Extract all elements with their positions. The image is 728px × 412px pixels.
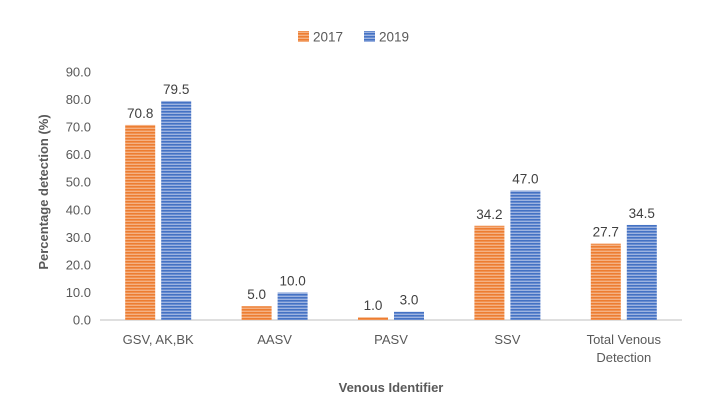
y-tick-label: 50.0 [66, 175, 91, 190]
bar-2017-0 [125, 124, 156, 320]
legend-swatch-2017 [298, 31, 309, 42]
x-tick-label: AASV [257, 332, 292, 347]
bar-2017-4 [590, 243, 621, 320]
data-label-2017-0: 70.8 [127, 106, 153, 121]
data-label-2019-3: 47.0 [512, 171, 538, 186]
y-tick-label: 60.0 [66, 147, 91, 162]
x-tick-label: SSV [494, 332, 520, 347]
legend: 2017 2019 [298, 30, 409, 45]
data-labels: 70.8 5.0 1.0 34.2 27.7 79.5 10.0 3.0 47.0 34.5 [127, 82, 655, 313]
data-label-2019-1: 10.0 [279, 273, 305, 288]
x-axis-title: Venous Identifier [339, 380, 444, 395]
y-tick-label: 20.0 [66, 257, 91, 272]
bar-2019-3 [510, 190, 541, 320]
legend-label-2017: 2017 [313, 30, 343, 45]
x-tick-label: Detection [596, 350, 651, 365]
x-tick-label: Total Venous [587, 332, 662, 347]
y-tick-label: 40.0 [66, 202, 91, 217]
y-axis-title: Percentage detection (%) [36, 114, 51, 269]
data-label-2017-2: 1.0 [364, 298, 383, 313]
data-label-2017-3: 34.2 [476, 207, 502, 222]
y-tick-label: 90.0 [66, 65, 91, 80]
bar-2017-3 [474, 225, 505, 320]
y-tick-label: 80.0 [66, 92, 91, 107]
bar-2019-1 [277, 292, 308, 320]
bar-2019-2 [394, 311, 424, 320]
legend-label-2019: 2019 [379, 30, 409, 45]
y-tick-label: 70.0 [66, 120, 91, 135]
data-label-2019-0: 79.5 [163, 82, 189, 97]
bar-2019-0 [161, 100, 192, 320]
data-label-2017-1: 5.0 [247, 287, 266, 302]
y-axis: 0.0 10.0 20.0 30.0 40.0 50.0 60.0 70.0 80.0 90.0 [66, 65, 91, 328]
y-tick-label: 10.0 [66, 285, 91, 300]
data-label-2017-4: 27.7 [593, 225, 619, 240]
legend-swatch-2019 [364, 31, 375, 42]
bars [125, 100, 657, 320]
bar-2017-1 [241, 306, 272, 320]
y-tick-label: 0.0 [73, 313, 91, 328]
y-tick-label: 30.0 [66, 230, 91, 245]
bar-2017-2 [358, 317, 388, 320]
data-label-2019-4: 34.5 [629, 206, 655, 221]
data-label-2019-2: 3.0 [400, 293, 419, 308]
x-tick-label: GSV, AK,BK [123, 332, 194, 347]
bar-2019-4 [626, 224, 657, 320]
x-axis: GSV, AK,BK AASV PASV SSV Total Venous Detecti… [123, 332, 662, 365]
x-tick-label: PASV [374, 332, 408, 347]
